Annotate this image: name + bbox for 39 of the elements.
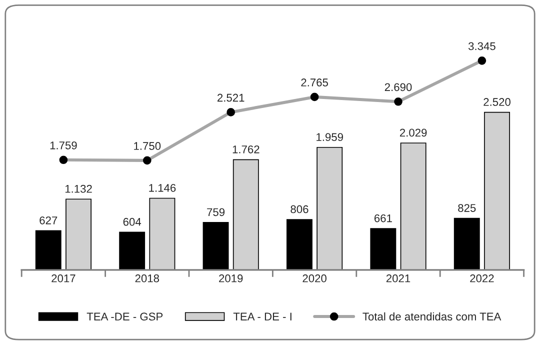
legend-label: TEA - DE - I: [233, 312, 292, 320]
bar: [232, 159, 259, 270]
legend-label: Total de atendidas com TEA: [362, 312, 502, 321]
x-tick-label: 2019: [219, 274, 243, 282]
x-tick-label: 2020: [302, 274, 326, 282]
data-label: 2.520: [484, 98, 510, 106]
bar: [370, 228, 396, 270]
x-tick-label: 2017: [52, 274, 76, 282]
data-label: 2.765: [301, 78, 328, 86]
x-tick-label: 2021: [386, 274, 410, 282]
data-label: 2.029: [400, 128, 427, 137]
legend-label: TEA -DE - GSP: [86, 312, 163, 321]
bar: [400, 142, 426, 270]
x-tick-label: 2022: [470, 274, 494, 282]
data-label: 604: [123, 218, 142, 226]
bar: [484, 112, 510, 270]
data-label: 2.690: [384, 83, 412, 92]
bar: [286, 219, 312, 270]
data-label: 1.759: [50, 141, 77, 150]
data-label: 825: [458, 204, 476, 212]
data-label: 1.146: [149, 184, 176, 192]
data-label: 759: [207, 208, 225, 216]
bar: [149, 198, 176, 270]
data-label: 1.750: [134, 142, 161, 150]
bar: [35, 230, 62, 270]
data-label: 1.132: [65, 184, 92, 193]
bar: [119, 232, 146, 270]
data-label: 1.959: [316, 133, 343, 142]
bar: [202, 222, 229, 270]
data-label: 806: [290, 205, 308, 214]
bar: [454, 218, 480, 270]
bar: [316, 146, 343, 270]
bar: [66, 198, 92, 270]
x-tick-label: 2018: [135, 274, 160, 282]
data-label: 3.345: [468, 42, 496, 50]
data-label: 661: [374, 214, 392, 222]
data-label: 1.762: [232, 145, 260, 154]
data-label: 627: [40, 216, 58, 224]
data-label: 2.521: [218, 94, 244, 102]
